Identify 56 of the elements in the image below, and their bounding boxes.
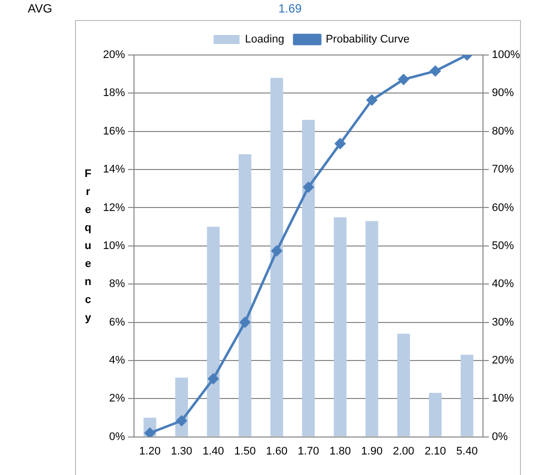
- y-tick-label: 10%: [102, 240, 126, 252]
- bar: [460, 354, 474, 436]
- bar: [366, 221, 378, 436]
- x-tick-label: 1.60: [266, 445, 288, 458]
- x-tick-label: 1.80: [329, 445, 351, 458]
- bar: [270, 78, 284, 436]
- x-tick-label: 1.20: [139, 445, 161, 458]
- bar: [302, 120, 315, 436]
- y-tick-label: 12%: [102, 202, 126, 214]
- text: Frequency: [84, 168, 92, 324]
- legend-label: Probability Curve: [326, 34, 410, 46]
- y-tick-label: 8%: [109, 278, 126, 290]
- y-tick-label: 16%: [102, 125, 126, 138]
- y2-tick-label: 40%: [492, 278, 514, 290]
- y-tick-label: 18%: [102, 87, 126, 100]
- y2-tick-label: 90%: [492, 87, 514, 100]
- y2-tick-label: 50%: [492, 240, 514, 252]
- x-tick-label: 1.70: [298, 445, 320, 458]
- point: [271, 246, 282, 256]
- x-tick-label: 5.40: [456, 445, 478, 458]
- y-tick-label: 0%: [109, 430, 126, 443]
- y-tick-label: 4%: [109, 354, 126, 366]
- legend-label: Loading: [245, 34, 284, 46]
- point: [430, 66, 441, 76]
- y2-tick-label: 70%: [492, 164, 514, 176]
- y-tick-label: 6%: [109, 316, 126, 328]
- y2-tick-label: 10%: [492, 392, 514, 405]
- text: 1.69: [278, 1, 302, 16]
- point: [398, 74, 409, 85]
- x-tick-label: 1.90: [361, 445, 383, 458]
- x-tick-label: 2.00: [392, 445, 414, 458]
- x-tick-label: 1.40: [202, 445, 224, 458]
- x-tick-label: 2.10: [424, 445, 446, 458]
- y-tick-label: 2%: [109, 392, 126, 405]
- bar: [206, 226, 220, 436]
- y2-tick-label: 20%: [492, 354, 514, 366]
- point: [334, 138, 346, 149]
- y2-tick-label: 60%: [492, 202, 514, 214]
- y-tick-label: 20%: [102, 49, 126, 62]
- bar: [397, 334, 410, 436]
- point: [176, 416, 187, 426]
- y2-tick-label: 30%: [492, 316, 514, 328]
- y2-tick-label: 0%: [492, 430, 508, 443]
- bar: [428, 392, 442, 436]
- text: AVG: [28, 1, 52, 16]
- point: [208, 374, 219, 384]
- y-tick-label: 14%: [102, 164, 126, 176]
- point: [303, 182, 314, 192]
- bar: [238, 154, 252, 436]
- y2-tick-label: 80%: [492, 125, 514, 138]
- bar: [334, 217, 346, 436]
- point: [366, 94, 378, 106]
- x-tick-label: 1.50: [234, 445, 256, 458]
- y2-tick-label: 100%: [492, 49, 520, 62]
- x-tick-label: 1.30: [170, 445, 192, 458]
- point: [240, 317, 250, 328]
